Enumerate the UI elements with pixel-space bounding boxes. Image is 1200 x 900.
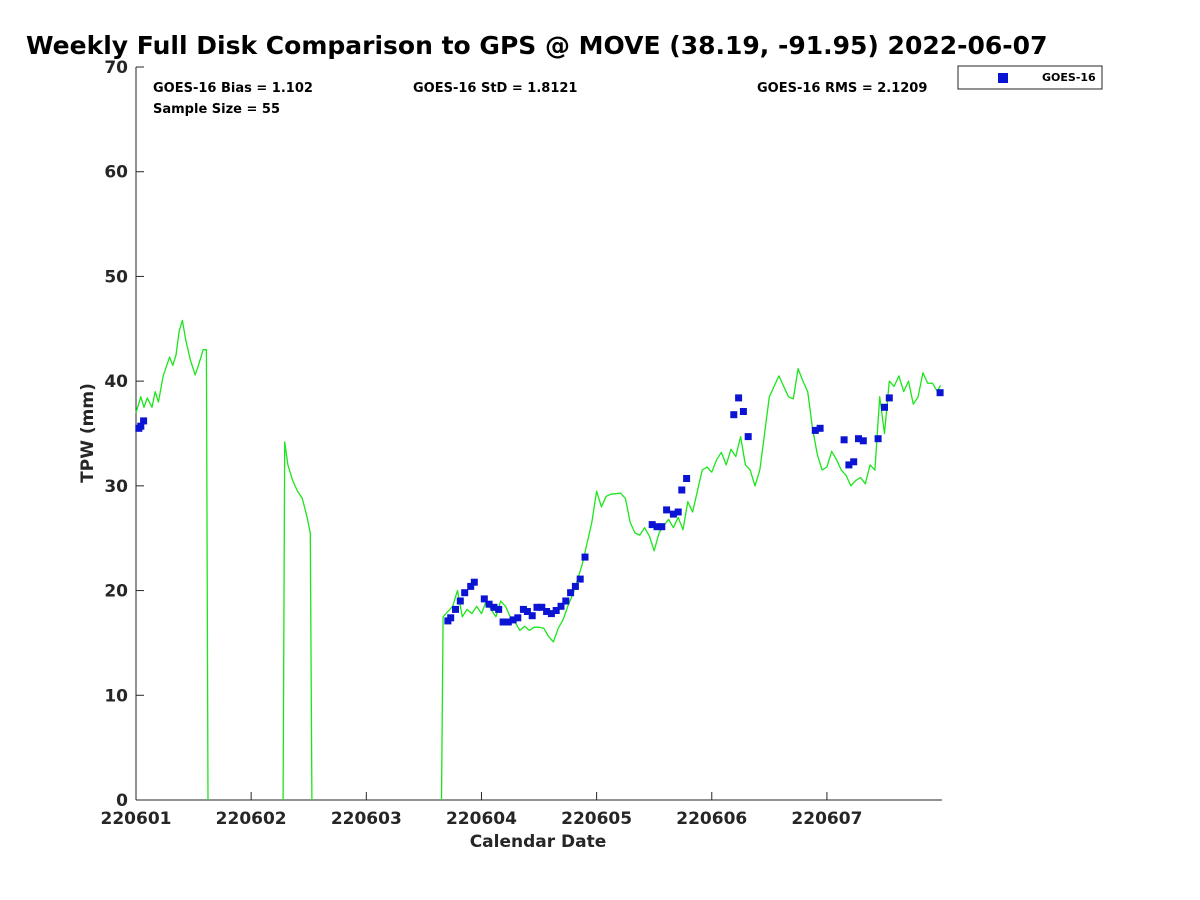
goes-point [504,618,512,626]
goes-point [653,523,661,531]
goes-point [881,403,888,411]
goes-point [519,605,527,613]
x-tick-label: 220607 [791,809,862,829]
y-tick-label: 0 [116,791,128,811]
goes-point [663,506,671,514]
y-tick-label: 50 [104,267,128,287]
goes-point [470,578,478,586]
goes-series [135,389,944,626]
plot-frame [136,67,942,800]
x-tick-label: 220603 [331,809,402,829]
goes-point [538,603,546,611]
goes-point [811,426,819,434]
goes-point [140,417,148,425]
goes-point [562,597,570,605]
goes-point [855,435,862,443]
goes-point [456,597,464,605]
goes-point [528,612,536,620]
std-stat: GOES-16 StD = 1.8121 [413,81,577,96]
goes-point [669,510,677,518]
goes-point [730,411,738,419]
legend-box [957,65,1103,90]
x-ticks: 220601 220602 220603 220604 220605 220606 2206… [101,792,862,829]
y-tick-label: 30 [104,477,128,497]
goes-point [467,582,475,590]
y-tick-label: 70 [104,58,128,78]
gps-line-segment [135,319,209,801]
goes-point [485,600,493,608]
goes-point [936,389,944,397]
goes-point [885,394,893,402]
x-tick-label: 220602 [216,809,287,829]
goes-point [543,608,551,615]
x-tick-label: 220601 [101,809,172,829]
goes-point [576,575,584,583]
gps-series [135,319,942,801]
goes-point [816,424,824,432]
goes-point [452,605,459,613]
goes-point [499,618,507,626]
goes-point [533,603,541,611]
goes-point [678,486,686,494]
goes-point [850,458,858,466]
goes-point [739,408,747,415]
goes-point [137,422,145,430]
goes-point [571,582,579,590]
y-tick-label: 20 [104,582,128,602]
goes-point [874,435,882,443]
plot-area: 0 10 20 30 40 50 60 70 220601 220602 220603 220604… [101,58,944,829]
goes-point [557,602,565,610]
gps-line-segment [440,367,942,801]
goes-point [514,614,522,622]
x-tick-label: 220605 [561,809,632,829]
goes-point [658,523,666,531]
sample-size-stat: Sample Size = 55 [153,102,280,117]
legend: GOES-16 [957,65,1103,90]
goes-point [490,603,498,611]
chart-title: Weekly Full Disk Comparison to GPS @ MOV… [26,31,1047,60]
goes-point [581,553,589,561]
goes-point [840,436,848,444]
goes-point [859,437,867,445]
goes-point [447,614,455,622]
goes-point [648,521,656,529]
y-tick-label: 60 [104,163,128,183]
goes-point [461,589,469,597]
goes-point [567,589,575,597]
goes-point [552,607,560,614]
rms-stat: GOES-16 RMS = 2.1209 [757,81,927,96]
legend-marker-goes [998,73,1008,83]
legend-label-goes: GOES-16 [1042,71,1096,84]
goes-point [509,616,517,624]
bias-stat: GOES-16 Bias = 1.102 [153,81,313,96]
goes-point [523,608,531,615]
goes-point [547,610,555,618]
y-tick-label: 40 [104,372,128,392]
goes-point [480,595,488,603]
goes-point [735,394,743,402]
x-tick-label: 220606 [676,809,747,829]
y-tick-label: 10 [104,686,128,706]
goes-point [495,605,503,613]
goes-point [683,475,691,482]
y-ticks: 0 10 20 30 40 50 60 70 [104,58,144,811]
x-tick-label: 220604 [446,809,517,829]
goes-point [845,461,853,469]
gps-line-segment [282,441,313,801]
y-axis-label: TPW (mm) [78,383,98,483]
goes-point [744,433,752,441]
x-axis-label: Calendar Date [470,832,607,852]
goes-point [674,508,682,516]
